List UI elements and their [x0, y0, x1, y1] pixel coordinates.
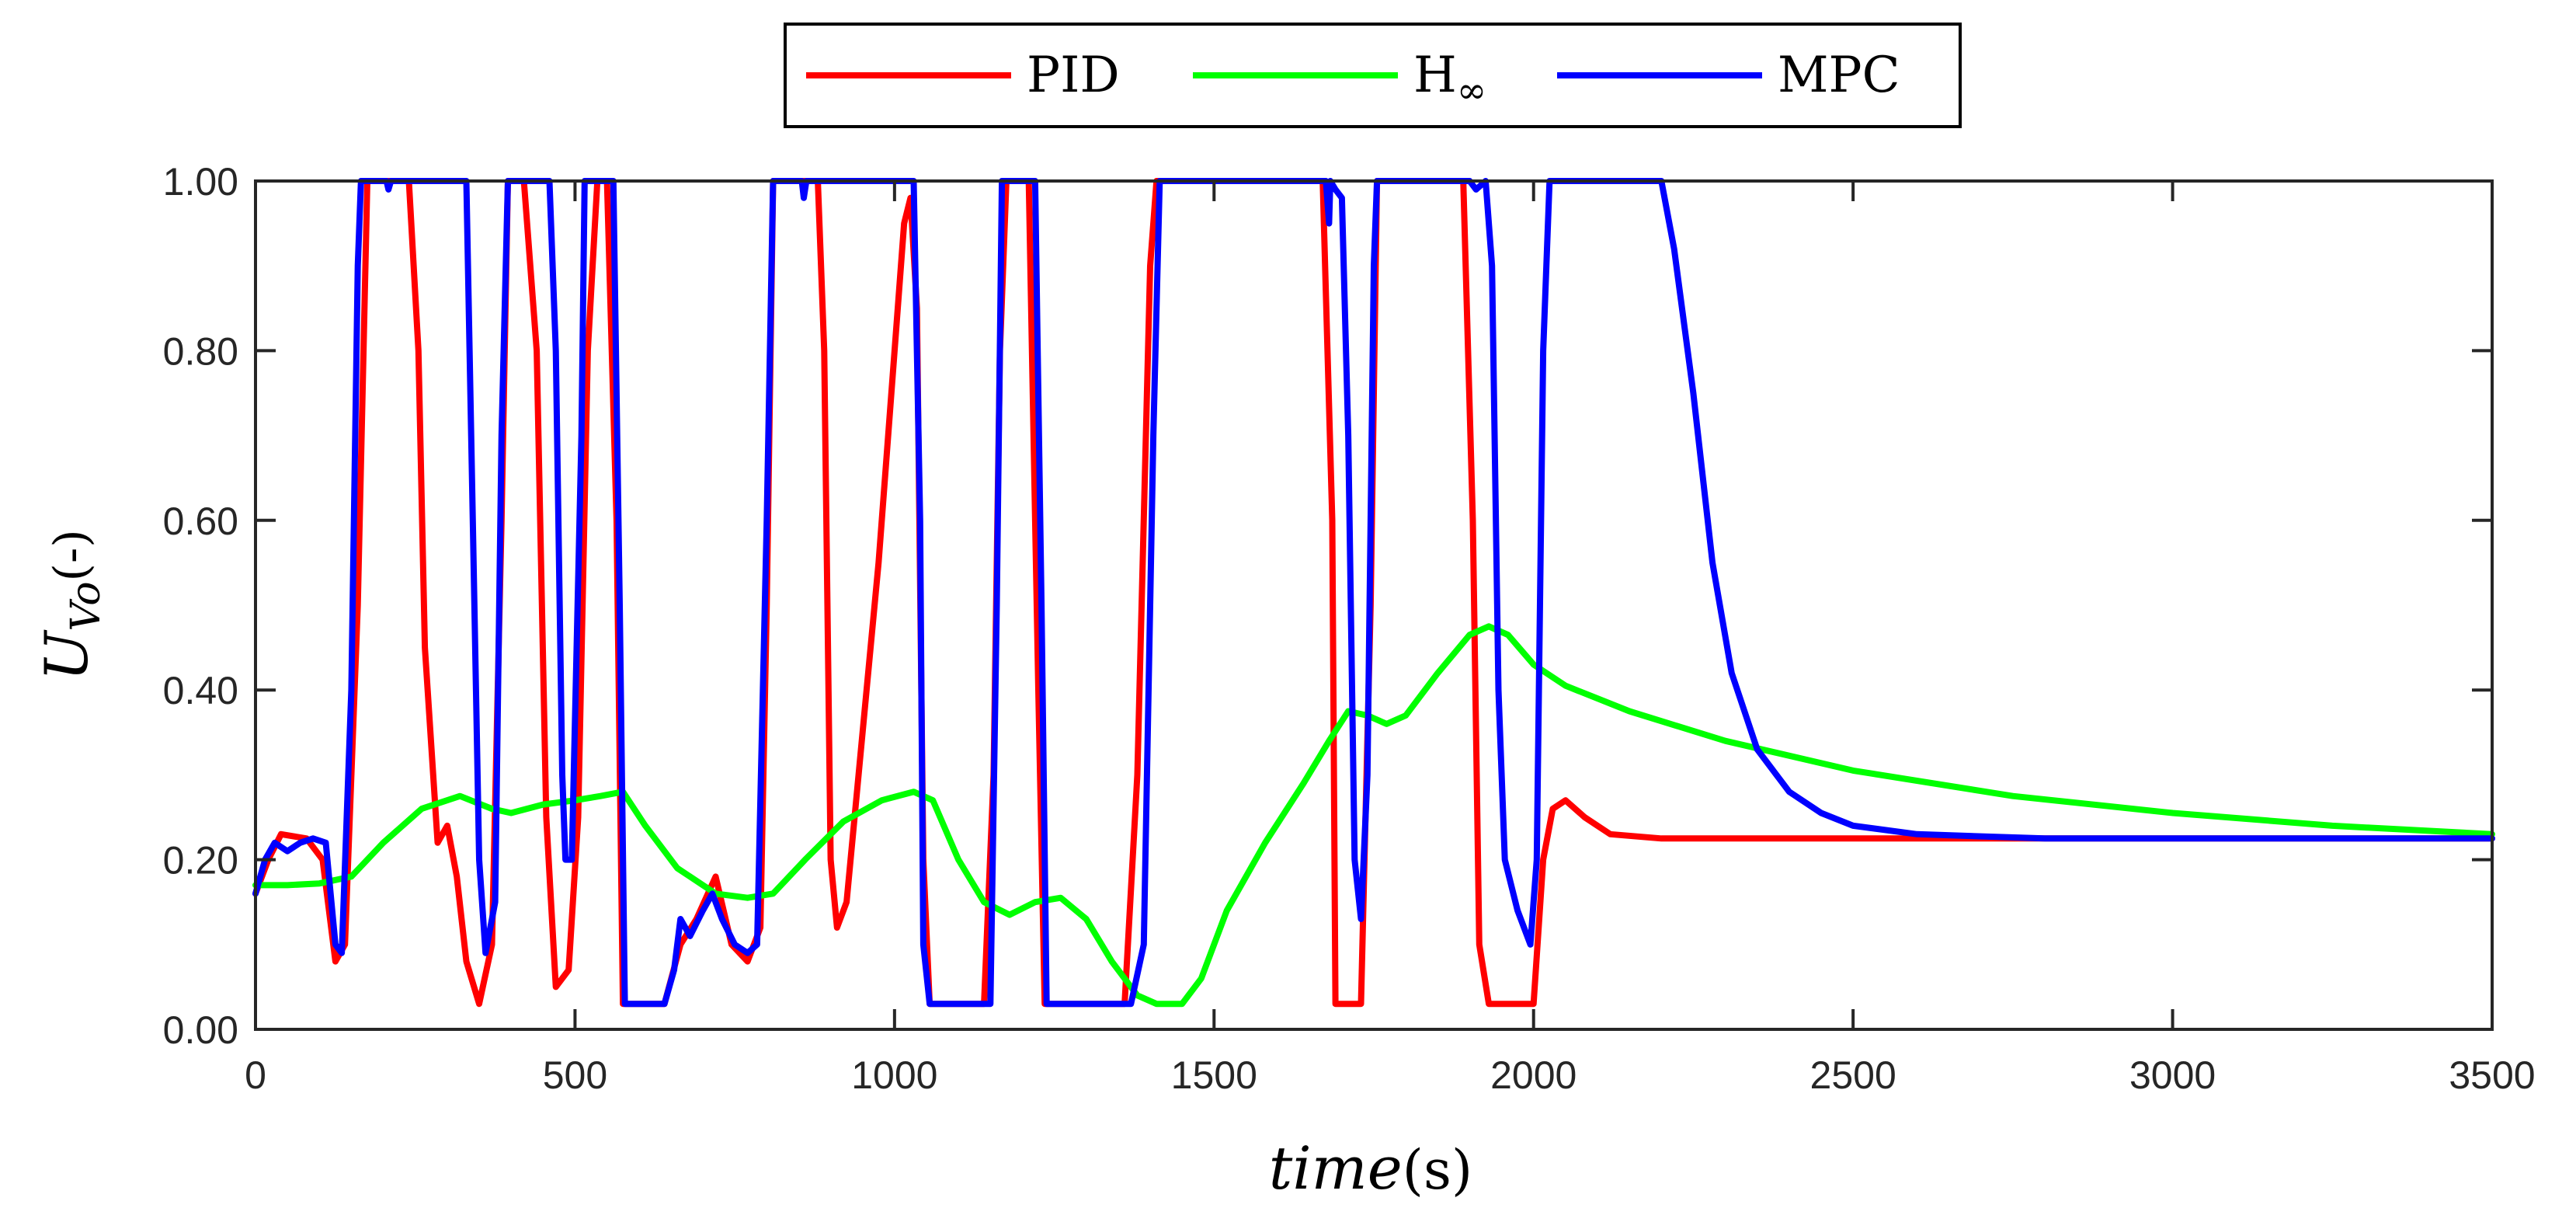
x-axis-title-unit: (s) — [1403, 1138, 1473, 1202]
x-tick-label: 500 — [543, 1053, 607, 1097]
legend-label-mpc: MPC — [1778, 47, 1900, 104]
y-tick-label: 0.20 — [163, 839, 238, 883]
x-tick-label: 2500 — [1810, 1053, 1896, 1097]
y-tick-label: 0.80 — [163, 329, 238, 373]
x-tick-label: 1000 — [851, 1053, 937, 1097]
y-tick-label: 0.60 — [163, 500, 238, 543]
y-axis-title-main: U — [32, 629, 101, 681]
y-axis-title-unit: (-) — [44, 529, 99, 581]
series-layer — [252, 178, 2495, 1008]
legend: PID H∞ MPC — [784, 23, 1962, 128]
x-axis-title: time(s) — [1269, 1133, 1472, 1203]
tick-layer: 0 500 1000 1500 2000 2500 3000 3500 0.00 0.20 0.40… — [163, 160, 2536, 1097]
y-tick-label: 0.40 — [163, 669, 238, 712]
legend-label-hinf-main: H — [1413, 47, 1457, 104]
y-tick-label: 1.00 — [163, 160, 238, 204]
y-axis-title-sub: Vo — [63, 581, 110, 631]
x-tick-label: 2000 — [1490, 1053, 1577, 1097]
x-tick-label: 0 — [245, 1053, 266, 1097]
legend-label-hinf: H∞ — [1413, 47, 1486, 111]
plot-frame — [254, 179, 2494, 1031]
legend-label-pid: PID — [1027, 47, 1120, 104]
y-axis-title: UVo(-) — [32, 529, 110, 681]
series-line-hinf — [252, 623, 2495, 1008]
series-line-mpc — [252, 178, 2495, 1008]
x-tick-label: 1500 — [1171, 1053, 1257, 1097]
legend-label-hinf-sub: ∞ — [1457, 69, 1486, 111]
x-tick-label: 3000 — [2129, 1053, 2216, 1097]
y-tick-label: 0.00 — [163, 1008, 238, 1052]
x-tick-label: 3500 — [2449, 1053, 2535, 1097]
x-axis-title-main: time — [1269, 1133, 1403, 1203]
